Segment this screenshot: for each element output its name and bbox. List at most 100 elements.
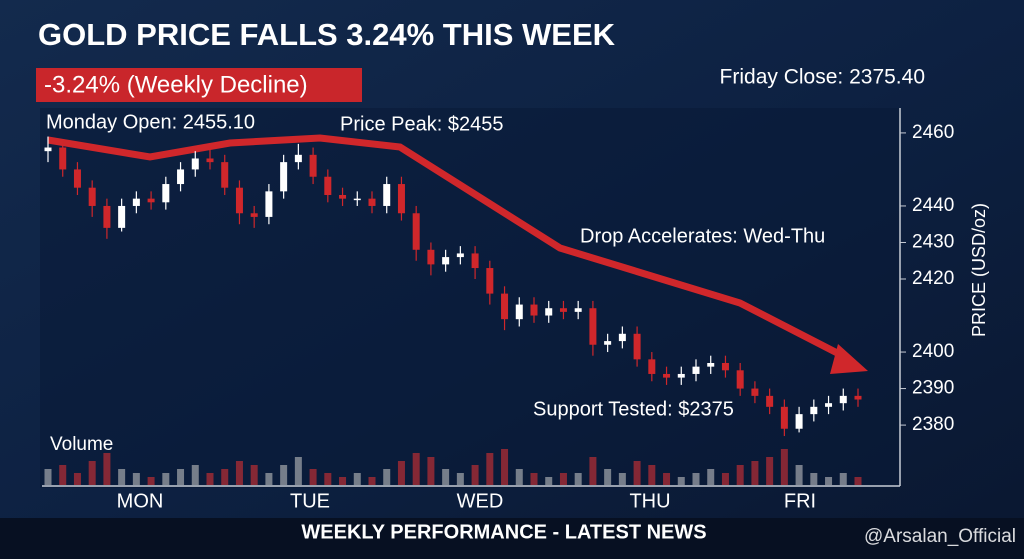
- candle-body: [177, 169, 185, 185]
- candle-body: [559, 308, 567, 312]
- candle-body: [707, 363, 715, 367]
- y-tick-label: 2390: [912, 378, 954, 399]
- candle-body: [604, 341, 612, 345]
- annotation: Support Tested: $2375: [533, 398, 734, 420]
- volume-bar: [589, 457, 597, 485]
- footer-bar: [0, 518, 1024, 559]
- badge: -3.24% (Weekly Decline): [44, 71, 308, 98]
- candle-body: [810, 406, 818, 415]
- volume-bar: [677, 477, 685, 485]
- volume-bar: [795, 465, 803, 485]
- candle-body: [235, 187, 243, 214]
- y-axis-title: PRICE (USD/oz): [969, 203, 989, 337]
- volume-bar: [825, 477, 833, 485]
- badge-bg: [36, 68, 362, 102]
- candle-body: [103, 205, 111, 228]
- candle-body: [545, 308, 553, 316]
- candle-body: [383, 184, 391, 206]
- candle-body: [368, 198, 376, 206]
- x-tick-label: FRI: [784, 490, 816, 512]
- y-tick-label: 2380: [912, 414, 954, 435]
- annotation: Monday Open: 2455.10: [46, 111, 255, 133]
- volume-bar: [574, 473, 582, 485]
- volume-bar: [88, 461, 96, 485]
- candle-body: [59, 147, 67, 170]
- x-tick-label: TUE: [290, 490, 330, 512]
- candle-body: [677, 373, 685, 378]
- volume-bar: [177, 469, 185, 485]
- volume-bar: [515, 469, 523, 485]
- trend-arrowhead: [830, 344, 868, 374]
- volume-bar: [147, 477, 155, 485]
- volume-bar: [810, 473, 818, 485]
- candle-body: [265, 191, 273, 217]
- volume-bar: [545, 477, 553, 485]
- volume-bar: [427, 457, 435, 485]
- volume-bar: [604, 469, 612, 485]
- volume-bar: [368, 477, 376, 485]
- volume-bar: [235, 461, 243, 485]
- volume-bar: [294, 457, 302, 485]
- annotation: Price Peak: $2455: [340, 113, 503, 135]
- volume-bar: [751, 461, 759, 485]
- candle-body: [854, 395, 862, 400]
- volume-bar: [471, 465, 479, 485]
- candle-body: [648, 359, 656, 374]
- plot-area: [40, 108, 900, 488]
- volume-bar: [663, 473, 671, 485]
- volume-bar: [397, 461, 405, 485]
- volume-bar: [559, 473, 567, 485]
- candle-body: [663, 373, 671, 378]
- volume-bar: [309, 469, 317, 485]
- candle-body: [353, 198, 361, 201]
- candle-body: [618, 333, 626, 342]
- candle-body: [589, 308, 597, 345]
- y-tick-label: 2420: [912, 268, 954, 289]
- volume-bar: [692, 473, 700, 485]
- candle-body: [88, 187, 96, 206]
- volume-bar: [103, 453, 111, 485]
- volume-bar: [250, 465, 258, 485]
- volume-bar: [633, 461, 641, 485]
- candle-body: [515, 304, 523, 320]
- candle-body: [795, 414, 803, 429]
- candle-body: [324, 176, 332, 195]
- watermark: @Arsalan_Official: [864, 526, 1016, 547]
- x-tick-label: MON: [117, 490, 164, 512]
- candle-body: [294, 154, 302, 163]
- volume-bar: [280, 465, 288, 485]
- volume-bar: [456, 473, 464, 485]
- candle-body: [221, 162, 229, 188]
- volume-bar: [501, 449, 509, 485]
- volume-bar: [486, 453, 494, 485]
- volume-bar: [530, 473, 538, 485]
- volume-bar: [648, 465, 656, 485]
- x-tick-label: THU: [629, 490, 670, 512]
- candle-body: [633, 333, 641, 360]
- chart-title: GOLD PRICE FALLS 3.24% THIS WEEK: [38, 17, 616, 52]
- candle-body: [721, 363, 729, 371]
- candle-body: [471, 253, 479, 269]
- annotation: Drop Accelerates: Wed-Thu: [580, 225, 825, 247]
- candle-body: [766, 395, 774, 407]
- volume-bar: [353, 473, 361, 485]
- volume-bar: [839, 473, 847, 485]
- candle-body: [692, 366, 700, 374]
- volume-bar: [707, 469, 715, 485]
- volume-bar: [59, 465, 67, 485]
- candle-body: [191, 158, 199, 170]
- candle-body: [132, 198, 140, 206]
- volume-bar: [265, 473, 273, 485]
- volume-bar: [132, 473, 140, 485]
- footer: WEEKLY PERFORMANCE - LATEST NEWS: [301, 521, 706, 543]
- volume-bar: [44, 469, 52, 485]
- volume-bar: [721, 473, 729, 485]
- candle-body: [162, 184, 170, 203]
- volume-bar: [118, 469, 126, 485]
- x-tick-label: WED: [457, 490, 504, 512]
- volume-bar: [191, 465, 199, 485]
- candle-body: [780, 406, 788, 429]
- volume-bar: [618, 473, 626, 485]
- y-tick-label: 2440: [912, 195, 954, 216]
